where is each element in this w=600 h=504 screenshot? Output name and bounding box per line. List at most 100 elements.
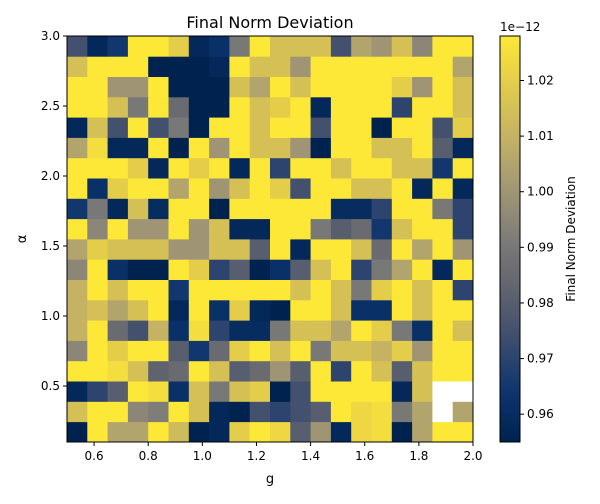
heatmap-cell (229, 299, 251, 321)
heatmap-cell (148, 218, 169, 240)
heatmap-cell (107, 117, 129, 138)
heatmap-cell (452, 360, 474, 382)
heatmap-cell (168, 381, 190, 402)
heatmap-cell (148, 340, 169, 362)
heatmap-cell (432, 198, 454, 220)
heatmap-cell (107, 56, 129, 77)
heatmap-cell (270, 401, 291, 423)
y-tick-label: 3.0 (41, 29, 60, 43)
y-tick-label: 2.0 (41, 169, 60, 183)
heatmap-cell (67, 259, 88, 280)
heatmap-cell (432, 360, 454, 382)
heatmap-cell (209, 239, 230, 260)
heatmap-cell (148, 178, 169, 199)
heatmap-cell (67, 421, 88, 443)
heatmap-cell (148, 117, 169, 138)
heatmap-cell (87, 117, 108, 138)
heatmap-cell (452, 198, 474, 220)
heatmap-cell (209, 137, 230, 159)
heatmap-cell (188, 421, 210, 443)
heatmap-cell (209, 218, 230, 240)
heatmap-cell (249, 96, 271, 118)
heatmap-cell (432, 299, 454, 321)
heatmap-cell (107, 401, 129, 423)
heatmap-cell (452, 157, 474, 179)
heatmap-cell (148, 360, 169, 382)
heatmap-cell (270, 381, 291, 402)
heatmap-cell (351, 117, 372, 138)
heatmap-cell (249, 239, 271, 260)
heatmap-cell (87, 56, 108, 77)
heatmap-cell (209, 381, 230, 402)
heatmap-cell (270, 36, 291, 57)
heatmap-cell (330, 239, 352, 260)
heatmap-cell (270, 178, 291, 199)
heatmap-cell (452, 218, 474, 240)
heatmap-cell (127, 198, 149, 220)
heatmap-cell (249, 178, 271, 199)
heatmap-cell (310, 218, 332, 240)
heatmap-cell (168, 157, 190, 179)
heatmap-cell (127, 340, 149, 362)
heatmap-cell (330, 56, 352, 77)
heatmap-cell (270, 56, 291, 77)
heatmap-cell (127, 178, 149, 199)
x-axis-label: g (266, 472, 274, 487)
heatmap-cell (229, 259, 251, 280)
heatmap-cell (330, 279, 352, 301)
heatmap-cell (229, 218, 251, 240)
heatmap-cell (67, 299, 88, 321)
x-tick-label: 1.6 (355, 449, 374, 463)
heatmap-cell (452, 381, 474, 402)
heatmap-cell (67, 198, 88, 220)
heatmap-cell (188, 259, 210, 280)
heatmap-cell (452, 96, 474, 118)
heatmap-cell (107, 259, 129, 280)
heatmap-cell (270, 96, 291, 118)
heatmap-cell (127, 157, 149, 179)
heatmap-cell (67, 320, 88, 341)
heatmap-cell (127, 239, 149, 260)
heatmap-cell (391, 218, 413, 240)
heatmap-cell (67, 340, 88, 362)
heatmap-cell (391, 198, 413, 220)
colorbar-label: Final Norm Deviation (564, 176, 578, 301)
heatmap-cell (67, 239, 88, 260)
heatmap-cell (168, 279, 190, 301)
x-axis: 0.6 0.8 1.0 1.2 1.4 1.6 1.8 2.0 (85, 442, 483, 463)
heatmap-cell (249, 198, 271, 220)
heatmap-cell (209, 401, 230, 423)
heatmap-cell (188, 157, 210, 179)
heatmap-cell (87, 279, 108, 301)
heatmap-cell (107, 198, 129, 220)
heatmap-cell (330, 421, 352, 443)
heatmap-cell (168, 299, 190, 321)
heatmap-cell (310, 178, 332, 199)
heatmap-cell (290, 96, 311, 118)
heatmap-cell (310, 299, 332, 321)
heatmap-cell (188, 239, 210, 260)
heatmap-cell (351, 299, 372, 321)
heatmap-cell (391, 401, 413, 423)
heatmap-cell (452, 178, 474, 199)
heatmap-cell (148, 421, 169, 443)
heatmap-cell (290, 36, 311, 57)
x-tick-label: 1.2 (247, 449, 266, 463)
heatmap-cell (67, 279, 88, 301)
heatmap-cell (209, 259, 230, 280)
heatmap-cell (87, 320, 108, 341)
heatmap-cell (412, 360, 433, 382)
heatmap-cell (67, 117, 88, 138)
heatmap-cell (391, 320, 413, 341)
heatmap-cell (330, 178, 352, 199)
heatmap-cell (87, 198, 108, 220)
heatmap-cell (351, 137, 372, 159)
heatmap-cell (107, 279, 129, 301)
heatmap-cell (412, 259, 433, 280)
heatmap-cell (249, 421, 271, 443)
heatmap-cell (371, 56, 393, 77)
heatmap-cell (351, 381, 372, 402)
heatmap-cell (351, 360, 372, 382)
heatmap-cell (351, 157, 372, 179)
heatmap-cell (229, 279, 251, 301)
